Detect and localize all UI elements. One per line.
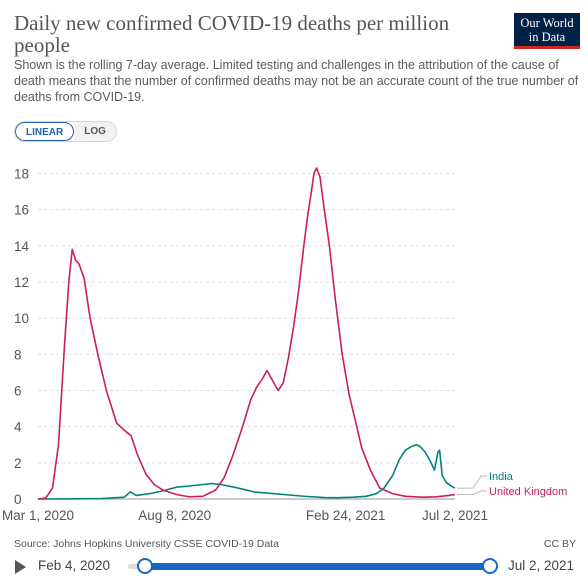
logo-line-1: Our World bbox=[520, 16, 574, 30]
x-tick-label: Mar 1, 2020 bbox=[2, 508, 74, 523]
y-tick-label: 10 bbox=[14, 311, 29, 326]
y-tick-label: 18 bbox=[14, 166, 29, 181]
chart-title: Daily new confirmed COVID-19 deaths per … bbox=[14, 11, 450, 57]
grid-lines bbox=[38, 172, 455, 500]
series-label-india: India bbox=[489, 471, 514, 483]
linear-scale-button[interactable]: LINEAR bbox=[15, 122, 75, 141]
y-tick-label: 2 bbox=[14, 456, 22, 471]
play-icon[interactable] bbox=[15, 560, 26, 574]
timeline-end-handle[interactable] bbox=[482, 558, 498, 574]
logo-line-2: in Data bbox=[528, 30, 566, 44]
timeline-start-handle[interactable] bbox=[137, 558, 153, 574]
series-lines bbox=[37, 167, 456, 500]
chart-subtitle: Shown is the rolling 7-day average. Limi… bbox=[14, 58, 579, 104]
timeline-end-label: Jul 2, 2021 bbox=[508, 558, 575, 573]
owid-logo[interactable]: Our World in Data bbox=[514, 13, 580, 49]
timeline-selected-range bbox=[145, 563, 491, 570]
y-tick-label: 12 bbox=[14, 275, 29, 290]
line-chart: 0 2 4 6 8 10 12 14 16 18 Mar 1, 2020 Aug 8, 2020 Fe… bbox=[2, 166, 567, 523]
y-axis-ticks: 0 2 4 6 8 10 12 14 16 18 bbox=[14, 166, 30, 507]
y-tick-label: 4 bbox=[14, 420, 22, 435]
series-label-united-kingdom: United Kingdom bbox=[489, 486, 567, 498]
y-tick-label: 6 bbox=[14, 383, 22, 398]
x-tick-label: Jul 2, 2021 bbox=[422, 508, 488, 523]
y-tick-label: 0 bbox=[14, 492, 22, 507]
logo-accent-bar bbox=[514, 46, 580, 49]
label-connector bbox=[457, 490, 487, 495]
series-line-india bbox=[37, 443, 456, 500]
log-scale-button[interactable]: LOG bbox=[74, 122, 116, 141]
label-connector bbox=[457, 475, 487, 489]
timeline-start-label: Feb 4, 2020 bbox=[38, 558, 111, 573]
timeline-controls: Feb 4, 2020 Jul 2, 2021 bbox=[0, 555, 588, 579]
y-tick-label: 14 bbox=[14, 239, 30, 254]
source-note[interactable]: Source: Johns Hopkins University CSSE CO… bbox=[14, 538, 279, 550]
scale-toggle: LINEAR LOG bbox=[14, 121, 117, 142]
license-link[interactable]: CC BY bbox=[543, 538, 576, 550]
x-tick-label: Aug 8, 2020 bbox=[138, 508, 211, 523]
series-labels: India United Kingdom bbox=[457, 471, 567, 498]
y-tick-label: 8 bbox=[14, 347, 22, 362]
y-tick-label: 16 bbox=[14, 203, 29, 218]
x-axis-ticks: Mar 1, 2020 Aug 8, 2020 Feb 24, 2021 Jul 2,… bbox=[2, 508, 488, 523]
series-line-united-kingdom bbox=[37, 167, 456, 500]
x-tick-label: Feb 24, 2021 bbox=[306, 508, 386, 523]
